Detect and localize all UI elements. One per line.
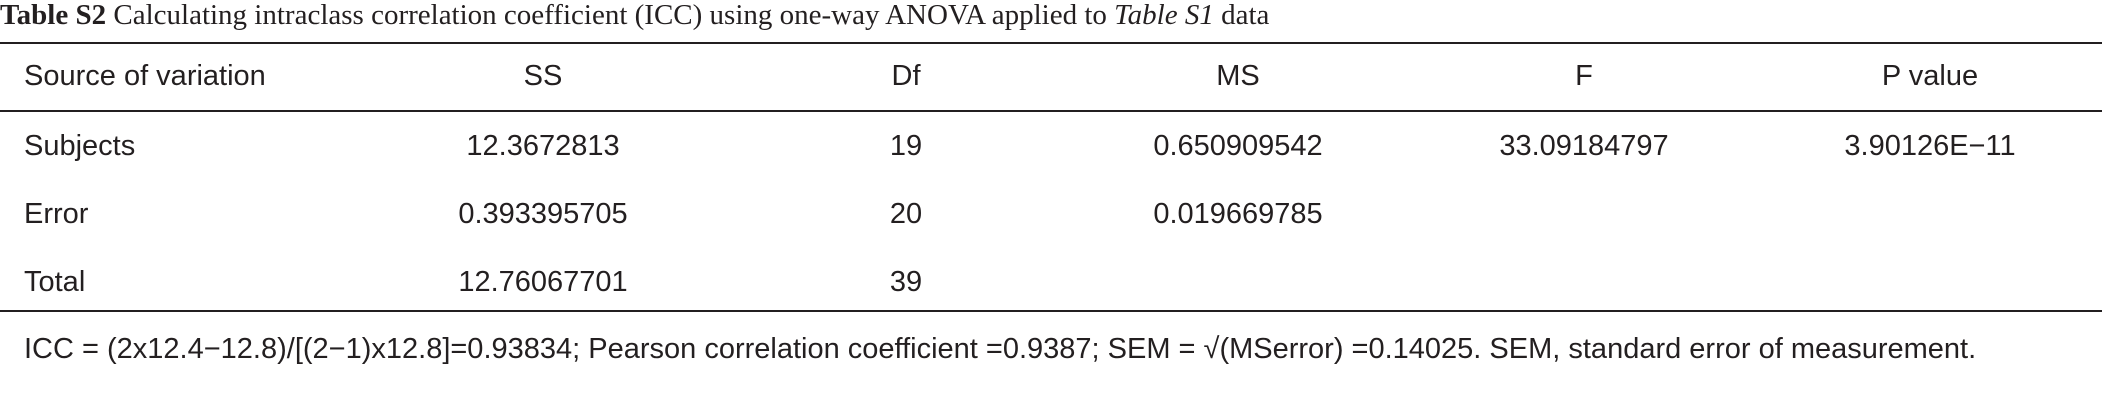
- table-cell: 12.3672813: [466, 130, 620, 162]
- header-cell: Source of variation: [24, 60, 266, 92]
- table-cell: 33.09184797: [1499, 130, 1669, 162]
- table-cell: 39: [889, 266, 923, 298]
- header-cell: Df: [891, 60, 921, 92]
- header-cell: SS: [523, 60, 563, 92]
- caption-italic: Table S1: [1114, 0, 1214, 31]
- caption-label: Table S2: [0, 0, 107, 31]
- header-cell: F: [1575, 60, 1593, 92]
- table-cell: Subjects: [24, 130, 136, 162]
- table-cell: 19: [889, 130, 923, 162]
- table-cell: 0.393395705: [458, 198, 628, 230]
- table-cell: 3.90126E−11: [1844, 130, 2016, 162]
- header-cell: P value: [1881, 60, 1979, 92]
- table-cell: 20: [889, 198, 923, 230]
- header-rule: [0, 110, 2102, 112]
- table-cell: Total: [24, 266, 86, 298]
- table-cell: 0.019669785: [1153, 198, 1323, 230]
- header-cell: MS: [1216, 60, 1260, 92]
- caption-tail: data: [1221, 0, 1270, 31]
- caption-text: Calculating intraclass correlation coeff…: [113, 0, 1107, 31]
- top-rule: [0, 42, 2102, 44]
- table-cell: Error: [24, 198, 89, 230]
- table-cell: 0.650909542: [1153, 130, 1323, 162]
- bottom-rule: [0, 310, 2102, 312]
- footnote: ICC = (2x12.4−12.8)/[(2−1)x12.8]=0.93834…: [24, 333, 1977, 365]
- table-cell: 12.76067701: [458, 266, 628, 298]
- caption: Table S2 Calculating intraclass correlat…: [0, 0, 1269, 30]
